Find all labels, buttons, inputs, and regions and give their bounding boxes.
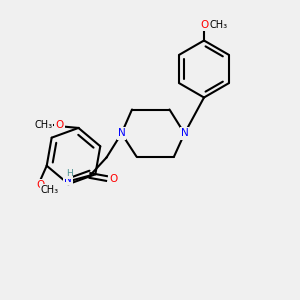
Text: O: O (109, 173, 117, 184)
Text: O: O (37, 180, 45, 190)
Text: H: H (66, 169, 72, 178)
Text: N: N (181, 128, 188, 139)
Text: CH₃: CH₃ (41, 185, 59, 195)
Text: CH₃: CH₃ (210, 20, 228, 30)
Text: O: O (200, 20, 208, 30)
Text: O: O (56, 120, 64, 130)
Text: N: N (118, 128, 125, 139)
Text: CH₃: CH₃ (34, 120, 52, 130)
Text: N: N (64, 173, 72, 184)
